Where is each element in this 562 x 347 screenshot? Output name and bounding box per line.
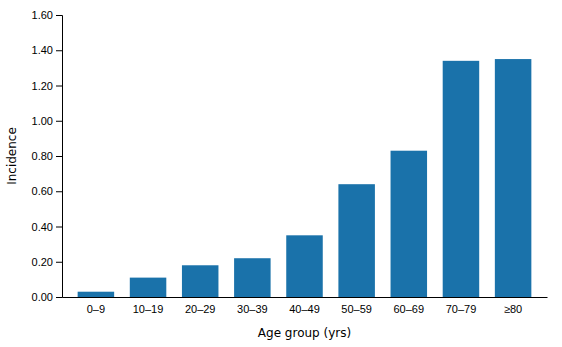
chart-svg: 0–9 10–19 20–29 30–39 40–49 50–59 60–69 70–79 ≥8… [0, 0, 562, 347]
x-axis: 0–9 10–19 20–29 30–39 40–49 50–59 60–69 70–79 ≥8… [63, 298, 548, 315]
x-axis-title: Age group (yrs) [258, 326, 351, 340]
x-tick: 20–29 [185, 303, 216, 315]
y-tick-label: 0.40 [32, 221, 53, 233]
x-tick-label: 60–69 [394, 303, 425, 315]
y-tick-label: 1.20 [32, 80, 53, 92]
bar [495, 59, 532, 297]
x-tick: 70–79 [446, 303, 477, 315]
y-tick: 0.80 [32, 150, 62, 162]
bar [338, 184, 375, 297]
y-tick-mark [56, 86, 62, 87]
x-tick: 40–49 [289, 303, 320, 315]
x-tick: 0–9 [87, 303, 105, 315]
y-tick: 1.60 [32, 9, 62, 21]
x-tick-label: 10–19 [133, 303, 164, 315]
y-tick-mark [56, 227, 62, 228]
x-tick-label: 0–9 [87, 303, 105, 315]
y-tick: 0.40 [32, 221, 62, 233]
chart-container: 0–9 10–19 20–29 30–39 40–49 50–59 60–69 70–79 ≥8… [0, 0, 562, 347]
y-tick: 1.40 [32, 44, 62, 56]
x-tick-label: 40–49 [289, 303, 320, 315]
bar [234, 258, 271, 297]
y-axis-title: Incidence [5, 127, 19, 185]
x-tick-label: 20–29 [185, 303, 216, 315]
y-tick: 1.00 [32, 115, 62, 127]
x-tick-label: ≥80 [504, 303, 522, 315]
y-tick-label: 0.80 [32, 150, 53, 162]
x-tick-label: 70–79 [446, 303, 477, 315]
y-tick-label: 0.00 [32, 291, 53, 303]
y-tick-label: 0.20 [32, 256, 53, 268]
y-tick-mark [56, 191, 62, 192]
y-tick-mark [56, 50, 62, 51]
y-tick: 1.20 [32, 80, 62, 92]
bar [182, 265, 219, 297]
bar [443, 61, 480, 297]
x-axis-line [63, 297, 548, 298]
y-tick-mark [56, 297, 62, 298]
y-axis: 0.00 0.20 0.40 0.60 0.80 1.00 1.20 1.40 1.60 [32, 9, 63, 303]
y-tick-mark [56, 156, 62, 157]
y-tick: 0.20 [32, 256, 62, 268]
y-tick-label: 0.60 [32, 185, 53, 197]
y-tick-label: 1.40 [32, 44, 53, 56]
x-tick: ≥80 [504, 303, 522, 315]
bar [78, 292, 115, 297]
y-tick-label: 1.60 [32, 9, 53, 21]
x-tick: 10–19 [133, 303, 164, 315]
x-tick-label: 30–39 [237, 303, 268, 315]
y-tick-label: 1.00 [32, 115, 53, 127]
y-tick-mark [56, 121, 62, 122]
x-tick: 60–69 [394, 303, 425, 315]
x-tick: 30–39 [237, 303, 268, 315]
y-tick-mark [56, 15, 62, 16]
bar [391, 151, 428, 297]
bar [130, 278, 167, 297]
plot-area: 0–9 10–19 20–29 30–39 40–49 50–59 60–69 70–79 ≥8… [32, 9, 548, 315]
y-axis-line [56, 16, 63, 298]
bar [286, 235, 323, 297]
y-tick: 0.00 [32, 291, 62, 303]
x-tick-label: 50–59 [341, 303, 372, 315]
y-tick: 0.60 [32, 185, 62, 197]
bars [78, 59, 532, 297]
y-tick-mark [56, 262, 62, 263]
x-tick: 50–59 [341, 303, 372, 315]
